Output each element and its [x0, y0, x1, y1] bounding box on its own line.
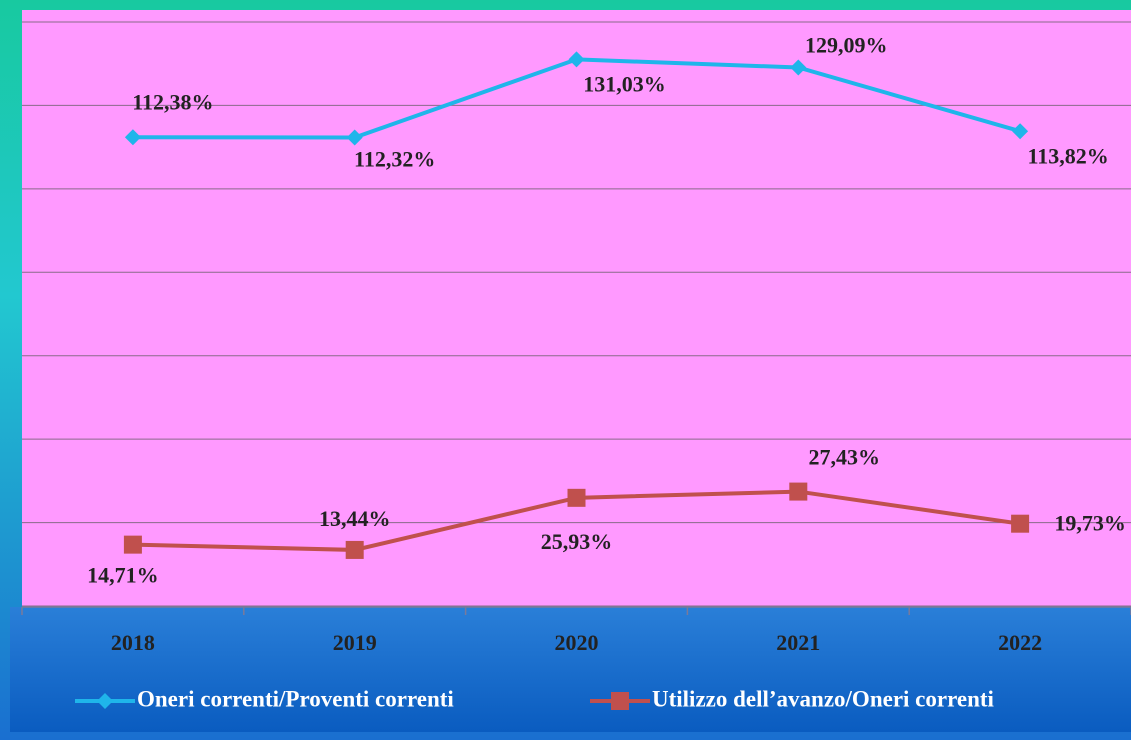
point — [346, 129, 363, 146]
x-tick-label: 2020 — [555, 630, 599, 655]
point — [124, 129, 141, 146]
x-tick-label: 2021 — [776, 630, 820, 655]
value-label: 14,71% — [87, 563, 159, 588]
point — [789, 482, 808, 501]
x-tick-label: 2022 — [998, 630, 1042, 655]
point — [1011, 514, 1030, 533]
point — [568, 51, 585, 68]
value-label: 129,09% — [805, 33, 888, 58]
x-tick-label: 2019 — [333, 630, 377, 655]
x-tick-label: 2018 — [111, 630, 155, 655]
legend-label: Utilizzo dell’avanzo/Oneri correnti — [652, 686, 995, 711]
legend-label: Oneri correnti/Proventi correnti — [137, 686, 454, 711]
legend-marker — [97, 693, 113, 709]
point — [1012, 123, 1029, 140]
value-label: 25,93% — [541, 529, 613, 554]
value-label: 113,82% — [1027, 143, 1108, 168]
point — [123, 535, 142, 554]
value-label: 131,03% — [583, 71, 666, 96]
point — [567, 488, 586, 507]
value-label: 112,38% — [132, 89, 213, 114]
point — [790, 59, 807, 76]
value-label: 19,73% — [1054, 511, 1126, 536]
value-label: 13,44% — [319, 506, 391, 531]
point — [345, 540, 364, 559]
value-label: 27,43% — [809, 445, 881, 470]
value-label: 112,32% — [354, 147, 435, 172]
bottom-band — [10, 607, 1131, 732]
legend-marker — [611, 692, 629, 710]
